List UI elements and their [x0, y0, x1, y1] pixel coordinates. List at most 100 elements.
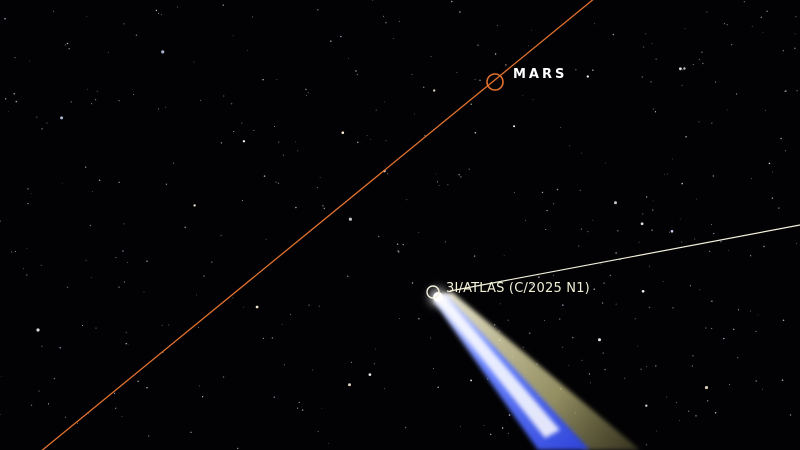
star: [275, 181, 277, 183]
star: [64, 44, 67, 46]
star: [784, 150, 787, 152]
star: [350, 361, 352, 363]
star: [720, 241, 722, 243]
star: [378, 235, 380, 238]
star: [641, 289, 645, 293]
star: [643, 46, 645, 48]
star: [271, 337, 274, 339]
star: [95, 327, 97, 329]
star: [604, 368, 606, 371]
star: [593, 23, 596, 25]
star: [233, 130, 235, 133]
star: [411, 74, 413, 75]
star: [317, 186, 318, 188]
star: [727, 250, 729, 251]
star: [474, 131, 477, 134]
star: [222, 4, 224, 6]
star: [444, 241, 447, 243]
star: [370, 138, 371, 140]
star: [789, 414, 792, 416]
star: [652, 200, 654, 202]
star: [143, 291, 145, 293]
star: [127, 261, 129, 263]
star: [528, 45, 530, 47]
star: [640, 222, 644, 226]
star: [496, 25, 498, 27]
star: [785, 90, 787, 92]
star: [76, 422, 78, 424]
star: [572, 336, 574, 339]
star: [794, 33, 796, 35]
star: [687, 410, 690, 412]
star: [708, 250, 711, 253]
star: [295, 141, 297, 143]
star: [53, 377, 56, 380]
star: [133, 94, 135, 96]
star: [203, 275, 205, 277]
star: [125, 331, 127, 334]
star: [479, 79, 481, 82]
star: [91, 277, 92, 278]
star: [689, 285, 691, 287]
star: [413, 113, 415, 115]
star: [645, 196, 648, 198]
star: [230, 102, 233, 105]
star: [41, 128, 43, 130]
star: [118, 286, 120, 288]
star: [645, 444, 648, 446]
star: [11, 251, 13, 253]
star: [274, 126, 276, 128]
star: [692, 64, 694, 65]
comet-label[interactable]: 3I/ATLAS (C/2025 N1): [446, 281, 590, 296]
star: [47, 403, 50, 405]
star: [98, 179, 101, 181]
star: [31, 404, 33, 406]
star: [505, 64, 507, 66]
star: [711, 122, 713, 124]
star: [385, 140, 387, 142]
star: [568, 364, 570, 366]
star: [348, 383, 351, 387]
star: [255, 305, 259, 309]
comet-marker[interactable]: [426, 285, 440, 299]
star: [651, 42, 653, 44]
star: [655, 58, 657, 60]
star: [184, 226, 186, 229]
star: [8, 111, 9, 113]
star: [64, 416, 66, 418]
star: [406, 199, 408, 201]
star: [559, 318, 561, 320]
star: [751, 178, 753, 179]
mars-label[interactable]: MARS: [513, 67, 568, 82]
mars-marker[interactable]: [486, 73, 504, 91]
star: [578, 245, 580, 247]
star: [107, 52, 109, 54]
star: [560, 127, 562, 129]
star: [532, 99, 534, 101]
star: [501, 427, 504, 429]
star: [201, 396, 204, 398]
star: [602, 352, 604, 354]
star: [307, 92, 309, 94]
star: [322, 205, 324, 207]
star: [278, 141, 280, 143]
star: [648, 306, 651, 309]
star: [317, 431, 319, 432]
star: [372, 0, 374, 1]
star: [723, 337, 725, 340]
star: [655, 365, 657, 367]
star: [41, 345, 43, 347]
star: [273, 396, 275, 398]
star: [603, 282, 605, 284]
star: [29, 60, 30, 62]
star: [265, 238, 267, 240]
star: [470, 379, 473, 382]
star: [763, 245, 765, 248]
star: [711, 300, 713, 302]
star: [782, 319, 785, 322]
star: [432, 368, 434, 369]
star: [755, 380, 757, 382]
star: [652, 108, 655, 110]
star: [115, 407, 117, 409]
star: [125, 342, 128, 345]
